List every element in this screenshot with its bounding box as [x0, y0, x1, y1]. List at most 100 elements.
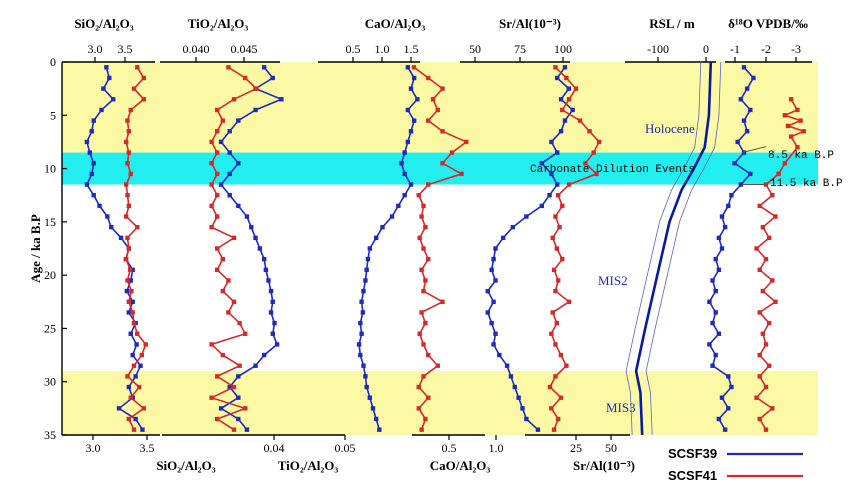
tio2-SCSF39-point — [270, 331, 275, 336]
sio2-top-title: SiO₂/Al₂O₃ — [74, 16, 133, 31]
cao-SCSF41-point — [416, 406, 421, 411]
cao-SCSF39-point — [356, 342, 362, 347]
sr-SCSF41-point — [555, 278, 561, 283]
tio2-SCSF39-point — [236, 395, 241, 400]
sio2-SCSF39-point — [134, 342, 139, 347]
sr-SCSF39-point — [562, 65, 568, 70]
d18o-SCSF41-point — [801, 129, 806, 134]
holocene-label: Holocene — [645, 121, 695, 136]
cao-SCSF41-point — [423, 320, 428, 326]
panel-rsl: -100 0 RSL / m — [625, 16, 722, 436]
sio2-SCSF39-point — [84, 139, 90, 145]
tio2-SCSF39-point — [244, 214, 250, 219]
legend-label-SCSF39: SCSF39 — [668, 446, 717, 461]
tio2-series-SCSF41 — [209, 65, 259, 432]
tio2-SCSF39-point — [218, 406, 224, 411]
sr-SCSF39-point — [510, 224, 516, 230]
d18o-top-title: δ¹⁸O VPDB/‰ — [728, 16, 808, 31]
tio2-SCSF41-point — [215, 416, 220, 422]
cao-SCSF41-point — [426, 352, 431, 358]
sio2-SCSF41-point — [124, 214, 129, 219]
d18o-SCSF41-point — [766, 363, 772, 368]
cao-SCSF41-point — [417, 235, 422, 241]
sio2-SCSF39-point — [109, 224, 114, 230]
tio2-SCSF41-point — [215, 107, 220, 113]
d18o-SCSF39-point — [710, 320, 715, 326]
d18o-SCSF41-point — [760, 288, 766, 294]
sr-SCSF39-point — [570, 107, 575, 113]
cao-SCSF41-point — [440, 129, 445, 134]
sio2-SCSF41-point — [126, 416, 131, 422]
annotations: Holocene Carbonate Dilution Events MIS2 … — [530, 121, 843, 415]
band-0 — [62, 62, 818, 153]
tio2-SCSF41-point — [215, 129, 220, 134]
sio2-SCSF41-point — [139, 352, 144, 358]
d18o-SCSF39-point — [707, 299, 712, 304]
d18o-SCSF39-point — [751, 75, 756, 81]
sr-SCSF41-point — [557, 224, 562, 230]
sr-SCSF39-point — [491, 342, 496, 347]
tio2-SCSF41-point — [243, 406, 248, 411]
d18o-SCSF41-point — [788, 134, 794, 139]
d18o-SCSF39-point — [744, 129, 750, 134]
sr-SCSF41-point — [553, 288, 558, 294]
cao-SCSF39-point — [405, 139, 411, 145]
sio2-SCSF39-point — [89, 171, 94, 177]
cao-SCSF41-point — [426, 182, 431, 187]
sr-SCSF41-point — [587, 129, 592, 134]
sr-bottom-tick-label: 25 — [570, 441, 582, 455]
tio2-SCSF39-point — [272, 320, 277, 326]
tio2-SCSF39-point — [261, 65, 267, 70]
d18o-SCSF39-point — [738, 97, 744, 102]
tio2-SCSF39-point — [227, 171, 232, 177]
sio2-SCSF39-point — [105, 214, 110, 219]
sr-SCSF39-point — [558, 129, 564, 134]
tio2-SCSF41-point — [209, 395, 214, 400]
cao-SCSF41-point — [430, 97, 436, 102]
cao-SCSF41-point — [449, 150, 455, 155]
sr-SCSF39-point — [493, 246, 498, 251]
sio2-SCSF41-point — [125, 161, 130, 166]
sr-SCSF39-point — [489, 320, 494, 326]
d18o-SCSF41-point — [770, 193, 775, 198]
tio2-SCSF39-point — [249, 224, 254, 230]
cao-SCSF39-point — [402, 193, 407, 198]
sr-top-tick-label: 100 — [554, 42, 572, 56]
d18o-SCSF39-point — [710, 363, 715, 368]
tio2-SCSF39-point — [236, 203, 241, 209]
d18o-SCSF41-point — [773, 214, 778, 219]
cao-SCSF39-point — [415, 97, 420, 102]
sio2-SCSF39-point — [140, 427, 145, 432]
sio2-bottom-title: SiO₂/Al₂O₃ — [156, 458, 215, 473]
tio2-bottom-title: TiO₂/Al₂O₃ — [278, 458, 339, 473]
tio2-SCSF41-point — [215, 150, 220, 155]
sr-series-SCSF41 — [547, 65, 602, 432]
sr-SCSF41-point — [558, 352, 564, 358]
rsl-top-tick-label: 0 — [703, 42, 709, 56]
d18o-SCSF39-point — [729, 384, 734, 390]
d18o-SCSF41-point — [754, 395, 759, 400]
cao-top-title: CaO/Al₂O₃ — [365, 16, 426, 31]
sio2-SCSF41-point — [137, 384, 142, 390]
tio2-SCSF41-point — [209, 342, 214, 347]
sr-SCSF41-point — [566, 97, 572, 102]
tio2-SCSF39-point — [266, 278, 271, 283]
sio2-SCSF39-point — [128, 331, 133, 336]
d18o-SCSF41-point — [785, 123, 791, 129]
sr-SCSF41-point — [551, 427, 557, 432]
cao-top-tick-label: 0.5 — [346, 42, 361, 56]
d18o-SCSF39-point — [713, 256, 718, 262]
sr-SCSF39-point — [539, 161, 544, 166]
cao-SCSF39-point — [364, 267, 369, 273]
age-tick-label: 15 — [44, 215, 56, 229]
tio2-SCSF39-point — [274, 342, 280, 347]
legend: SCSF39 SCSF41 — [668, 446, 803, 483]
tio2-SCSF41-point — [215, 246, 220, 251]
cao-SCSF39-point — [360, 310, 366, 315]
sio2-SCSF41-point — [141, 75, 146, 81]
sr-SCSF41-point — [560, 107, 565, 113]
sio2-top-tick-label: 3.5 — [118, 42, 133, 56]
rsl-envelope-lower — [625, 61, 702, 436]
tio2-SCSF39-point — [236, 374, 241, 379]
